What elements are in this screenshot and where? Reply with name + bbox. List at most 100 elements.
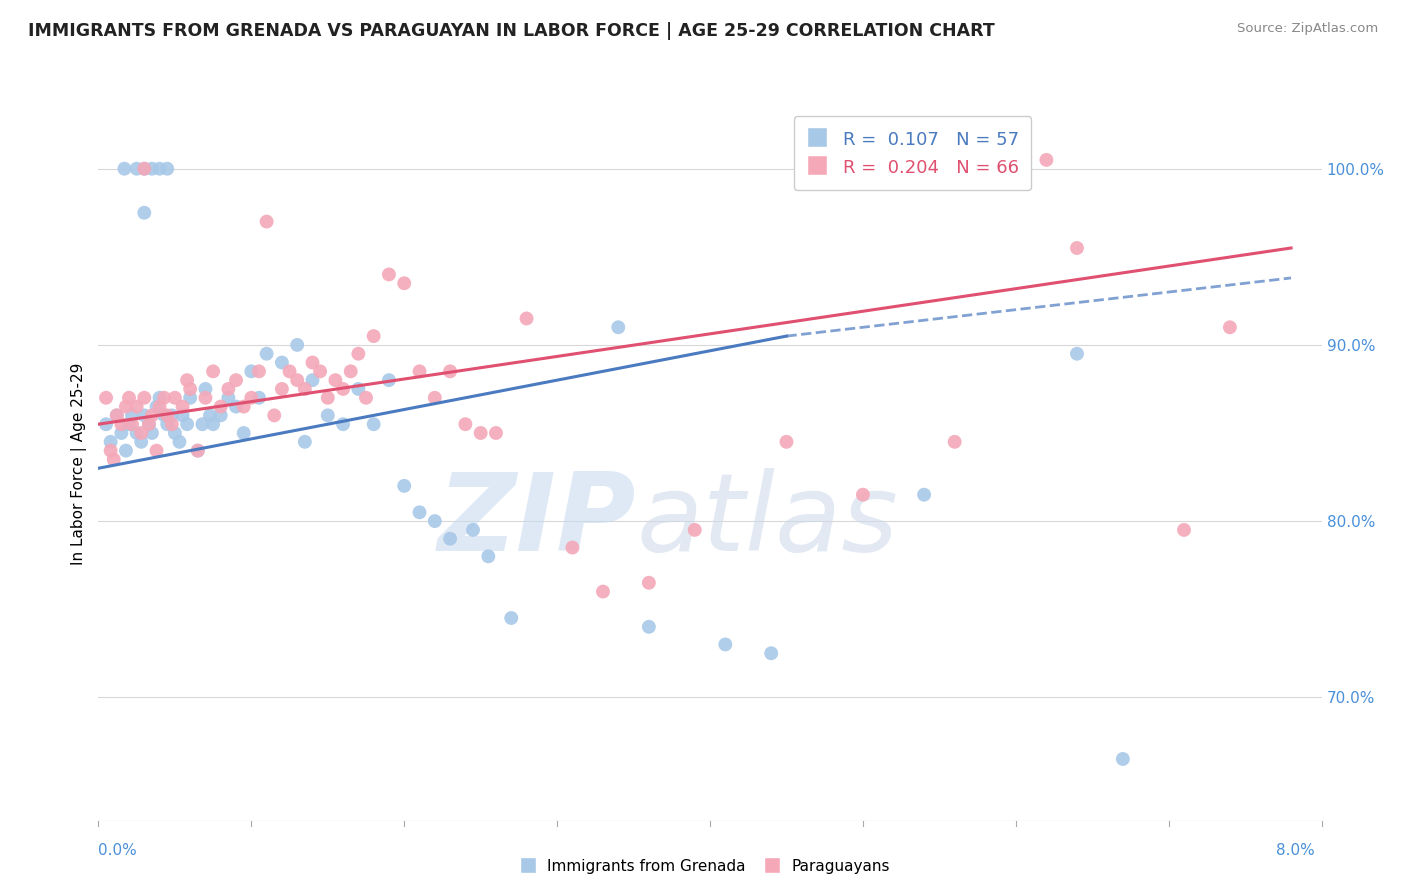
Point [423,391,446,405]
Point [202,364,225,378]
Point [118,417,141,432]
Point [176,373,198,387]
Point [912,488,935,502]
Point [172,400,194,414]
Point [134,161,156,176]
Point [485,425,508,440]
Point [1066,241,1088,255]
Text: 8.0%: 8.0% [1275,843,1315,858]
Point [103,452,125,467]
Point [134,206,156,220]
Point [172,409,194,423]
Point [121,417,143,432]
Point [232,400,254,414]
Point [125,425,148,440]
Point [294,382,316,396]
Point [134,161,156,176]
Point [202,417,225,432]
Point [217,391,239,405]
Point [285,338,308,352]
Point [294,434,316,449]
Point [263,409,285,423]
Point [134,409,156,423]
Point [247,364,270,378]
Point [179,382,201,396]
Legend: R =  0.107   N = 57, R =  0.204   N = 66: R = 0.107 N = 57, R = 0.204 N = 66 [794,116,1031,190]
Point [134,391,156,405]
Point [191,417,214,432]
Point [115,400,138,414]
Point [145,400,167,414]
Point [256,214,278,228]
Point [714,637,737,651]
Point [423,514,446,528]
Point [94,391,117,405]
Point [943,434,966,449]
Point [240,391,263,405]
Point [408,364,430,378]
Point [347,382,370,396]
Y-axis label: In Labor Force | Age 25-29: In Labor Force | Age 25-29 [72,363,87,565]
Point [163,391,186,405]
Point [115,443,138,458]
Point [194,391,217,405]
Text: atlas: atlas [637,468,898,574]
Point [225,400,247,414]
Point [1035,153,1057,167]
Point [761,646,783,660]
Point [683,523,706,537]
Point [316,409,339,423]
Point [1066,347,1088,361]
Point [217,382,239,396]
Point [138,417,160,432]
Point [339,364,361,378]
Point [592,584,614,599]
Point [561,541,583,555]
Point [247,391,270,405]
Point [309,364,332,378]
Point [176,417,198,432]
Point [392,479,416,493]
Point [118,391,141,405]
Point [100,443,122,458]
Point [470,425,492,440]
Point [477,549,499,564]
Point [187,443,209,458]
Point [392,277,416,291]
Point [179,391,201,405]
Point [270,355,294,369]
Point [156,409,179,423]
Point [110,417,132,432]
Point [169,434,191,449]
Point [439,364,461,378]
Point [110,425,132,440]
Point [301,355,323,369]
Point [194,382,217,396]
Point [408,505,430,519]
Point [141,161,163,176]
Point [363,329,385,343]
Point [285,373,308,387]
Point [354,391,377,405]
Point [378,373,401,387]
Legend: Immigrants from Grenada, Paraguayans: Immigrants from Grenada, Paraguayans [510,853,896,880]
Point [256,347,278,361]
Point [325,373,347,387]
Point [439,532,461,546]
Point [121,409,143,423]
Point [187,443,209,458]
Point [149,391,172,405]
Point [454,417,477,432]
Point [129,425,152,440]
Point [141,409,163,423]
Point [149,400,172,414]
Point [149,161,172,176]
Point [153,391,176,405]
Point [225,373,247,387]
Point [125,400,148,414]
Text: 0.0%: 0.0% [98,843,138,858]
Text: IMMIGRANTS FROM GRENADA VS PARAGUAYAN IN LABOR FORCE | AGE 25-29 CORRELATION CHA: IMMIGRANTS FROM GRENADA VS PARAGUAYAN IN… [28,22,995,40]
Point [209,409,232,423]
Point [378,268,401,282]
Point [501,611,523,625]
